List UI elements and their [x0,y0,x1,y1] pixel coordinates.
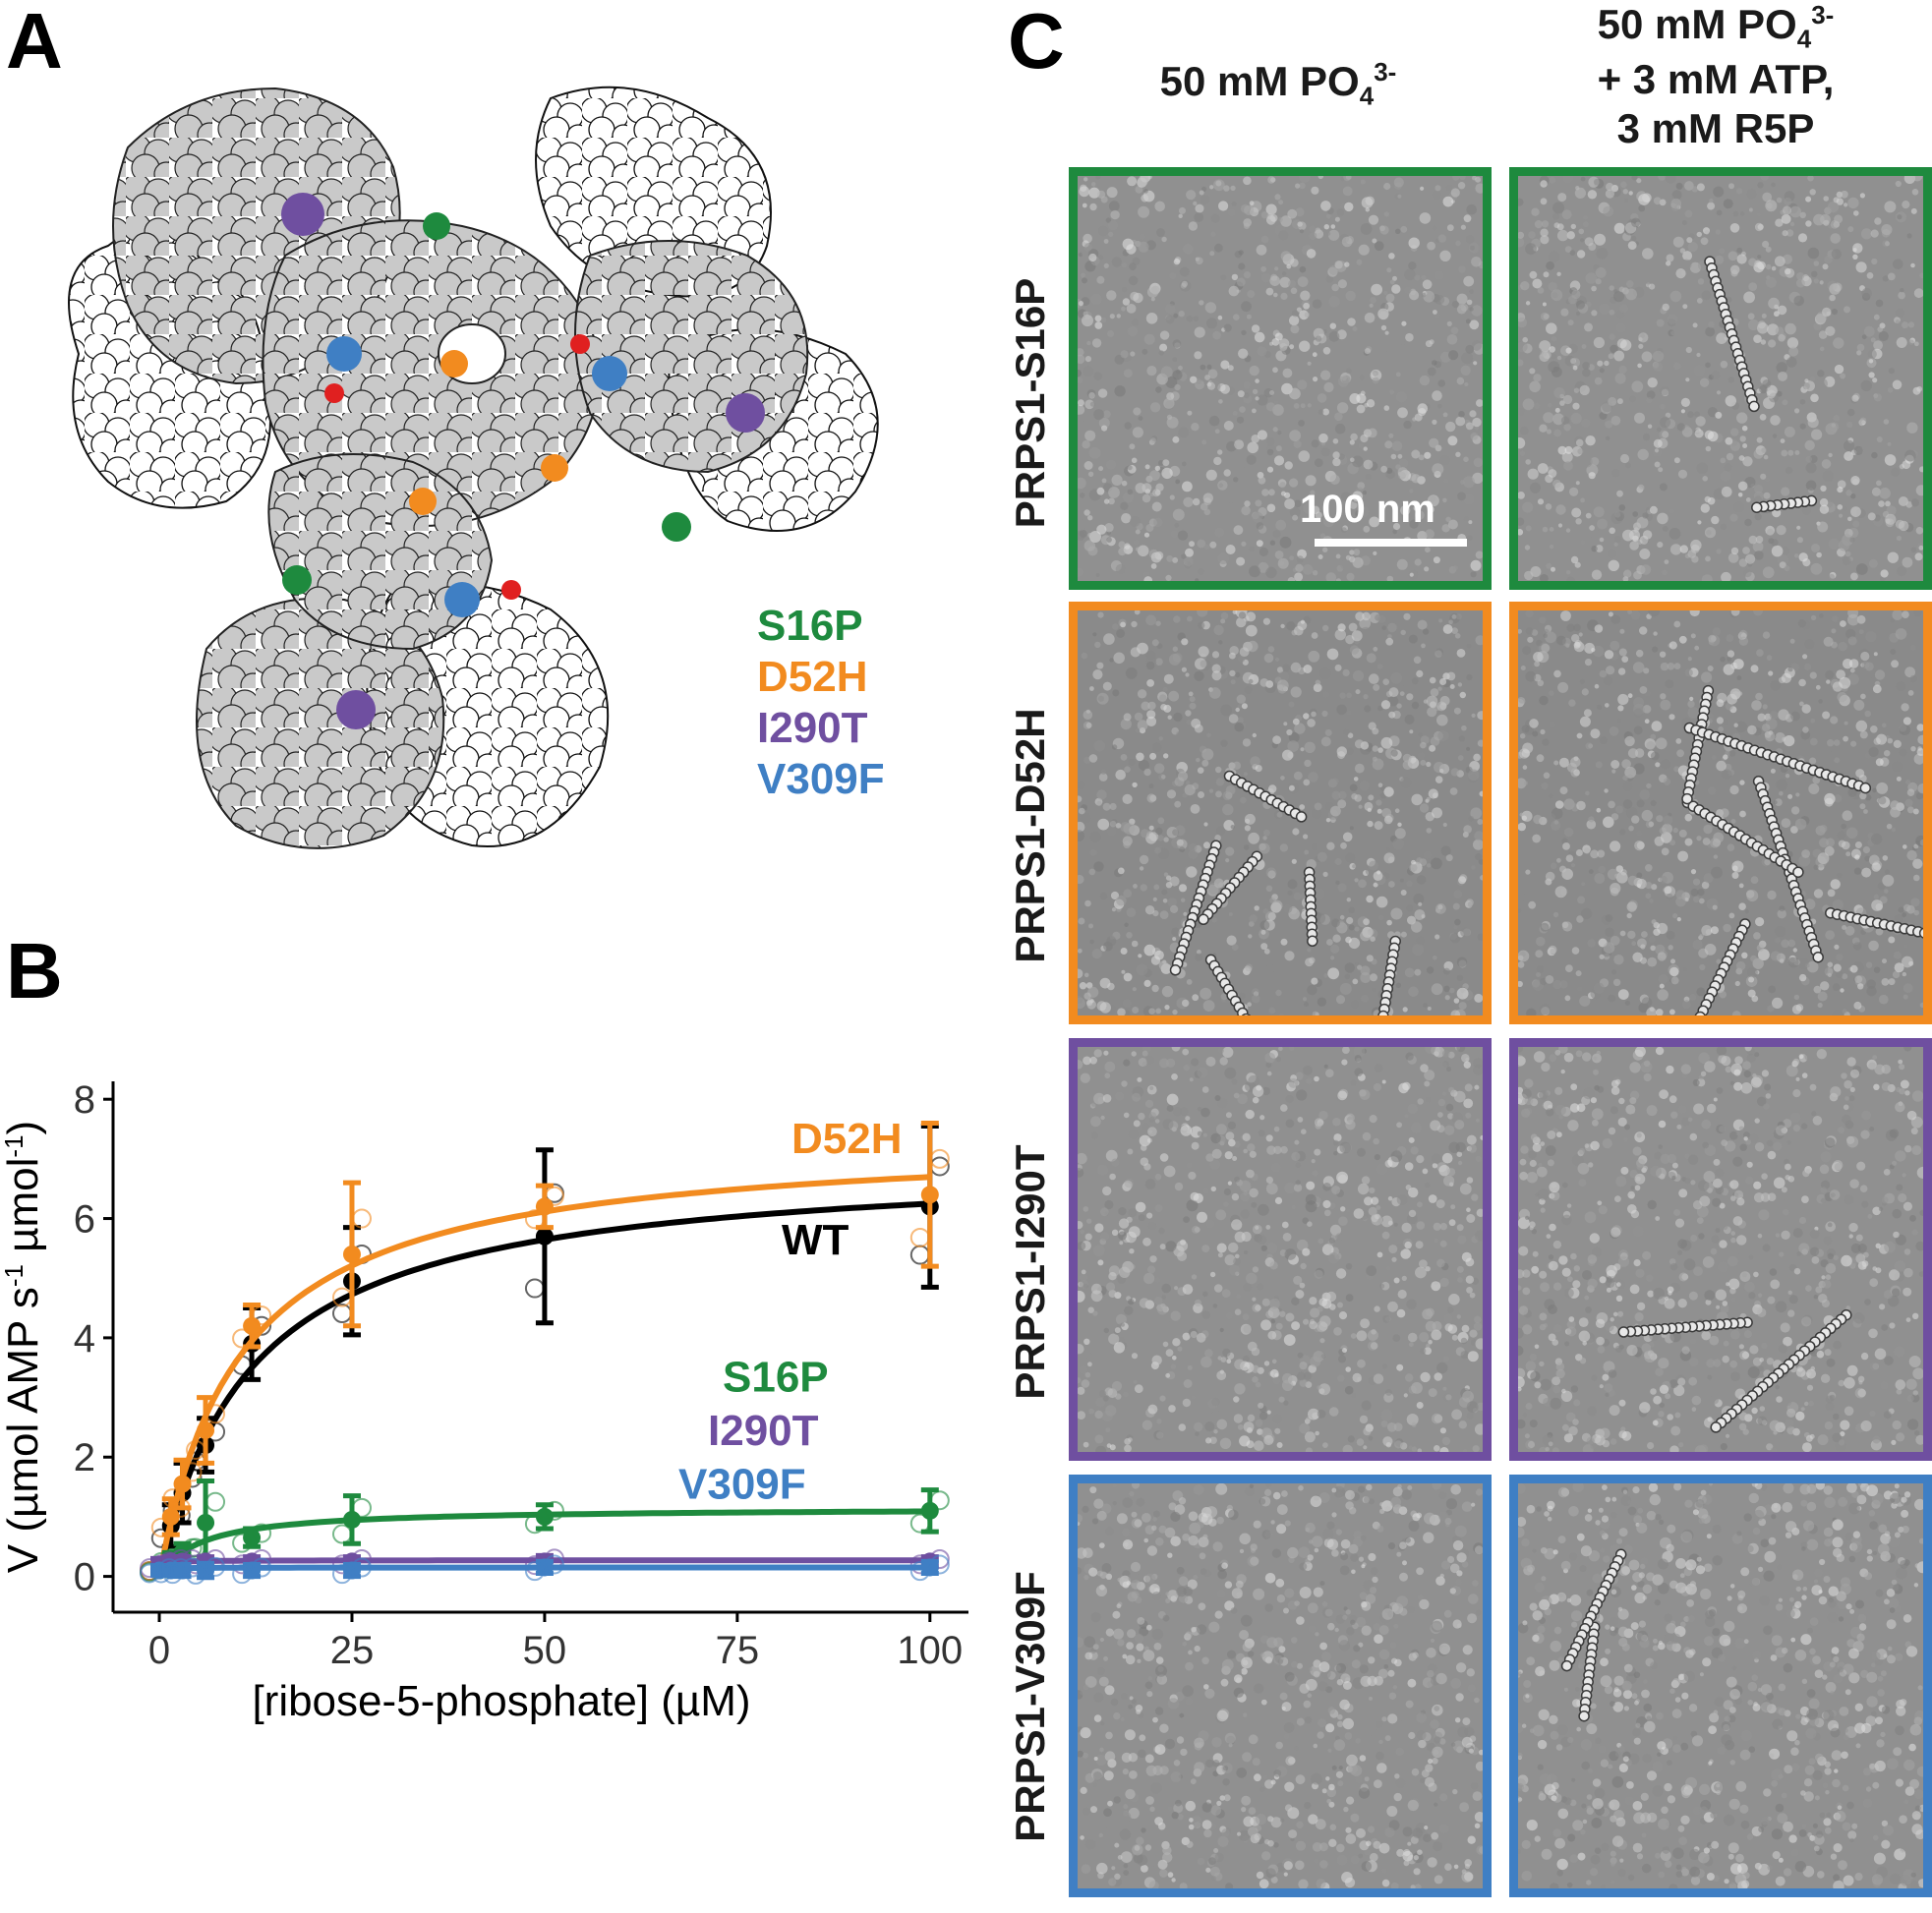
row-label-v309f: PRPS1-V309F [1007,1500,1054,1913]
red-site [570,334,590,354]
panel-c-letter: C [1008,2,1065,81]
v309f-site [592,356,627,391]
row-label-d52h: PRPS1-D52H [1007,629,1054,1042]
d52h-site [440,350,468,377]
mean-point-d52h [243,1317,261,1335]
red-site [501,580,521,600]
x-axis-label: [ribose-5-phosphate] (µM) [252,1677,750,1725]
mean-point-v309f [197,1562,214,1580]
kinetics-chart: 0 25 50 75 100 0 2 4 6 8 [ribose-5-phosphate] (µM)… [0,944,993,1740]
x-tick-label: 0 [148,1629,170,1672]
mean-point-v309f [243,1562,261,1580]
i290t-site [336,690,376,729]
row-label-s16p: PRPS1-S16P [1007,197,1054,609]
d52h-site [541,454,568,482]
mean-point-s16p [921,1502,939,1520]
mean-point-d52h [343,1246,361,1263]
micrograph-prps1-d52h-col2 [1509,602,1932,1024]
x-tick-label: 50 [523,1629,567,1672]
v309f-site [326,336,362,372]
curve-label-v309f: V309F [678,1461,806,1509]
mean-point-d52h [197,1421,214,1439]
replicate-point-s16p [206,1493,224,1511]
curve-label-i290t: I290T [708,1407,819,1455]
mean-point-v309f [343,1562,361,1580]
replicate-point-s16p [333,1526,351,1543]
y-tick-label: 4 [74,1317,95,1361]
i290t-site [726,393,765,433]
replicate-point-wt [526,1280,544,1298]
s16p-site [662,512,691,542]
mean-point-d52h [921,1186,939,1203]
mean-point-v309f [921,1558,939,1576]
y-tick-label: 8 [74,1078,95,1122]
y-axis-label: V (µmol AMP s-1 µmol-1) [0,1121,47,1573]
red-site [324,383,344,403]
row-label-i290t: PRPS1-I290T [1007,1066,1054,1478]
s16p-site [282,565,312,595]
column-header-phosphate-atp-r5p: 50 mM PO43- + 3 mM ATP, 3 mM R5P [1504,0,1927,153]
replicate-point-d52h [353,1210,371,1228]
legend-d52h: D52H [757,656,885,707]
curve-label-s16p: S16P [723,1354,829,1402]
micrograph-prps1-i290t-col1 [1069,1038,1492,1461]
column-header-phosphate: 50 mM PO43- [1072,57,1485,112]
x-tick-label: 25 [330,1629,375,1672]
legend-i290t: I290T [757,707,885,758]
scale-bar [1315,539,1467,547]
micrograph-prps1-s16p-col2 [1509,167,1932,590]
mean-point-wt [536,1228,554,1246]
micrograph-prps1-v309f-col1 [1069,1475,1492,1897]
mean-point-v309f [536,1558,554,1576]
legend-v309f: V309F [757,758,885,809]
mutation-legend: S16P D52H I290T V309F [757,605,885,809]
replicate-point-s16p [353,1499,371,1517]
i290t-site [281,193,324,236]
mean-point-d52h [536,1197,554,1215]
s16p-site [423,212,450,240]
mean-point-s16p [197,1514,214,1532]
replicate-point-s16p [911,1515,929,1533]
v309f-site [444,582,480,617]
d52h-site [409,488,437,515]
x-tick-label: 100 [897,1629,963,1672]
replicate-point-d52h [911,1229,929,1246]
y-tick-label: 6 [74,1198,95,1242]
micrograph-prps1-i290t-col2 [1509,1038,1932,1461]
mean-point-s16p [243,1529,261,1546]
scale-bar-label: 100 nm [1300,488,1435,532]
replicate-point-wt [333,1304,351,1322]
micrograph-prps1-d52h-col1 [1069,602,1492,1024]
curve-label-d52h: D52H [791,1115,903,1163]
replicate-point-d52h [253,1306,270,1324]
replicate-point-s16p [931,1491,949,1509]
micrograph-prps1-v309f-col2 [1509,1475,1932,1897]
y-tick-label: 2 [74,1436,95,1479]
curve-label-wt: WT [782,1216,849,1264]
replicate-point-wt [911,1246,929,1264]
y-tick-label: 0 [74,1556,95,1599]
legend-s16p: S16P [757,605,885,656]
x-tick-label: 75 [716,1629,760,1672]
